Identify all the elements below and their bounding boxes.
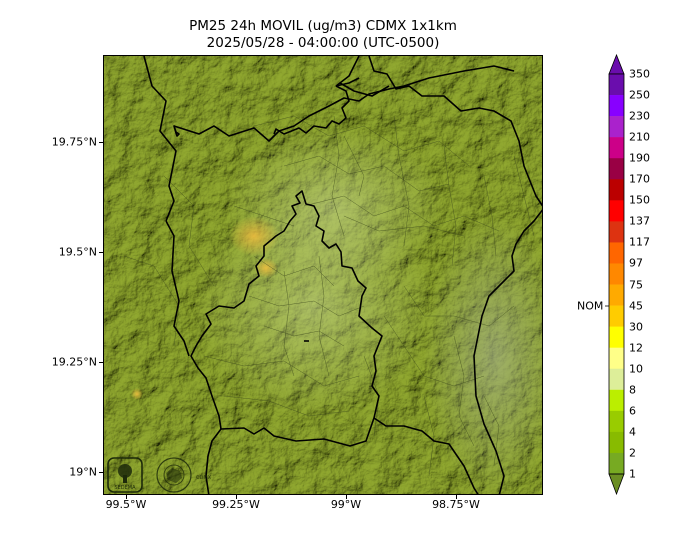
colorbar-extend-bottom (608, 473, 625, 496)
nom-label: NOM (577, 299, 604, 313)
colorbar-segment (609, 410, 624, 433)
colorbar-segment (609, 116, 624, 138)
colorbar-label: 75 (629, 278, 643, 292)
map-title-line1: PM25 24h MOVIL (ug/m3) CDMX 1x1km (189, 18, 457, 34)
colorbar-label: 8 (629, 383, 636, 397)
xtick-mark-99.25 (236, 495, 237, 499)
colorbar-segment (609, 326, 624, 348)
xtick-mark-98.75 (456, 495, 457, 499)
colorbar-label: 250 (629, 88, 650, 102)
colorbar-extend-top (608, 53, 625, 75)
ytick-label-19.75: 19.75°N (51, 135, 97, 149)
ytick-label-19: 19°N (69, 465, 97, 479)
map-title-line2: 2025/05/28 - 04:00:00 (UTC-0500) (206, 35, 440, 51)
svg-text:SEDEMA: SEDEMA (114, 485, 136, 491)
ytick-mark-19.25 (99, 362, 103, 363)
colorbar-segment (609, 389, 624, 412)
colorbar-label: 6 (629, 404, 636, 418)
colorbar-segment (609, 431, 624, 454)
colorbar-label: 210 (629, 130, 650, 144)
colorbar-label: 170 (629, 172, 650, 186)
colorbar-label: 1 (629, 467, 636, 481)
colorbar-label: 30 (629, 320, 643, 334)
colorbar-segment (609, 200, 624, 222)
xtick-label-99: 99°W (330, 498, 362, 511)
colorbar-segment (609, 305, 624, 327)
colorbar-label: 4 (629, 425, 636, 439)
colorbar-segment (609, 263, 624, 285)
colorbar-segment (609, 74, 624, 96)
colorbar-label: 97 (629, 256, 643, 270)
colorbar-label: 2 (629, 446, 636, 460)
colorbar-segment (609, 221, 624, 243)
colorbar-frame (608, 73, 625, 475)
colorbar-segment (609, 158, 624, 180)
colorbar (605, 53, 625, 496)
colorbar-segment (609, 179, 624, 201)
xtick-label-99.5: 99.5°W (105, 498, 147, 511)
colorbar-label: 190 (629, 151, 650, 165)
cdmx-seal-logo: CDMX (156, 457, 212, 493)
colorbar-label: 117 (629, 235, 650, 249)
colorbar-label: 137 (629, 214, 650, 228)
sedema-logo: SEDEMA (107, 457, 143, 493)
colorbar-segment (609, 452, 624, 475)
svg-text:CDMX: CDMX (196, 475, 212, 481)
colorbar-label: 150 (629, 193, 650, 207)
state-boundaries (143, 56, 542, 494)
ytick-label-19.5: 19.5°N (58, 245, 97, 259)
colorbar-label: 230 (629, 109, 650, 123)
colorbar-segment (609, 137, 624, 159)
ytick-label-19.25: 19.25°N (51, 355, 97, 369)
municipal-boundaries (123, 115, 535, 477)
xtick-label-99.25: 99.25°W (212, 498, 260, 511)
colorbar-label: 45 (629, 299, 643, 313)
xtick-label-98.75: 98.75°W (432, 498, 480, 511)
colorbar-segment (609, 95, 624, 117)
ytick-mark-19.75 (99, 142, 103, 143)
ytick-mark-19 (99, 472, 103, 473)
colorbar-label: 12 (629, 341, 643, 355)
colorbar-label: 10 (629, 362, 643, 376)
ytick-mark-19.5 (99, 252, 103, 253)
xtick-mark-99.5 (126, 495, 127, 499)
xtick-mark-99 (346, 495, 347, 499)
colorbar-label: 350 (629, 67, 650, 81)
colorbar-segment (609, 284, 624, 306)
pm25-map[interactable]: SEDEMA CDMX (103, 55, 543, 495)
colorbar-segment (609, 347, 624, 370)
colorbar-segment (609, 368, 624, 391)
colorbar-segment (609, 242, 624, 264)
